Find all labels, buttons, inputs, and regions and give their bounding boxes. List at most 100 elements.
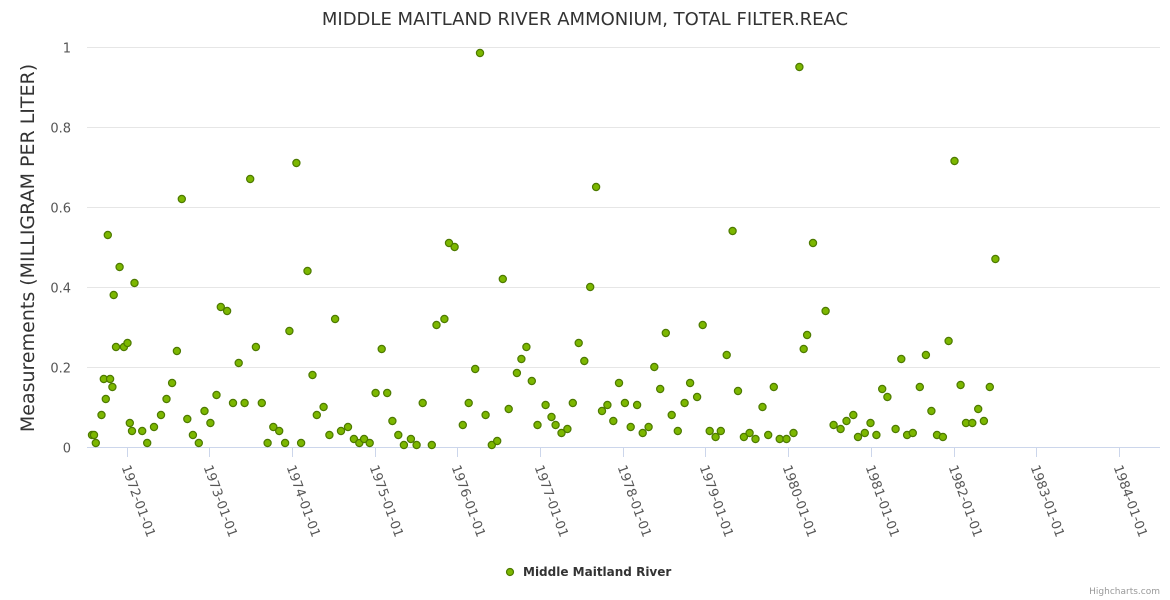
- data-point[interactable]: [512, 368, 522, 378]
- data-point[interactable]: [609, 416, 618, 426]
- data-point[interactable]: [504, 404, 513, 414]
- data-point[interactable]: [137, 426, 147, 436]
- data-point[interactable]: [728, 226, 737, 236]
- data-point[interactable]: [680, 398, 689, 408]
- data-point[interactable]: [950, 156, 959, 166]
- credits-link[interactable]: Highcharts.com: [1089, 587, 1160, 597]
- data-point[interactable]: [842, 416, 851, 426]
- data-point[interactable]: [263, 438, 272, 448]
- data-point[interactable]: [782, 434, 791, 444]
- data-point[interactable]: [493, 436, 502, 446]
- data-point[interactable]: [371, 388, 380, 398]
- data-point[interactable]: [234, 358, 243, 368]
- data-point[interactable]: [308, 370, 317, 380]
- data-point[interactable]: [522, 342, 531, 352]
- data-point[interactable]: [388, 416, 397, 426]
- data-point[interactable]: [450, 242, 459, 252]
- data-point[interactable]: [105, 374, 115, 384]
- data-point[interactable]: [200, 406, 209, 416]
- data-point[interactable]: [849, 410, 858, 420]
- data-point[interactable]: [206, 418, 215, 428]
- data-point[interactable]: [228, 398, 238, 408]
- data-point[interactable]: [872, 430, 881, 440]
- data-point[interactable]: [142, 438, 152, 448]
- data-point[interactable]: [650, 362, 659, 372]
- data-point[interactable]: [667, 410, 676, 420]
- data-point[interactable]: [222, 306, 232, 316]
- data-point[interactable]: [557, 428, 566, 438]
- data-point[interactable]: [878, 384, 887, 394]
- data-point[interactable]: [626, 422, 635, 432]
- data-point[interactable]: [808, 238, 818, 248]
- data-point[interactable]: [399, 440, 409, 450]
- data-point[interactable]: [580, 356, 589, 366]
- data-point[interactable]: [406, 434, 416, 444]
- data-point[interactable]: [891, 424, 900, 434]
- data-point[interactable]: [656, 384, 665, 394]
- data-point[interactable]: [769, 382, 779, 392]
- data-point[interactable]: [568, 398, 578, 408]
- data-point[interactable]: [212, 390, 221, 400]
- data-point[interactable]: [330, 314, 340, 324]
- data-point[interactable]: [692, 392, 702, 402]
- data-point[interactable]: [101, 394, 111, 404]
- data-point[interactable]: [614, 378, 624, 388]
- data-point[interactable]: [444, 238, 454, 248]
- data-point[interactable]: [739, 432, 749, 442]
- data-point[interactable]: [574, 338, 583, 348]
- data-point[interactable]: [97, 410, 106, 420]
- data-point[interactable]: [883, 392, 892, 402]
- data-point[interactable]: [968, 418, 977, 428]
- legend-label[interactable]: Middle Maitland River: [523, 565, 671, 579]
- data-point[interactable]: [296, 438, 306, 448]
- data-point[interactable]: [802, 330, 812, 340]
- data-point[interactable]: [751, 434, 760, 444]
- data-point[interactable]: [775, 434, 784, 444]
- data-point[interactable]: [156, 410, 166, 420]
- data-point[interactable]: [194, 438, 203, 448]
- data-point[interactable]: [325, 430, 334, 440]
- data-point[interactable]: [427, 440, 436, 450]
- data-point[interactable]: [127, 426, 137, 436]
- data-point[interactable]: [343, 422, 353, 432]
- data-point[interactable]: [319, 402, 328, 412]
- data-point[interactable]: [541, 400, 550, 410]
- data-point[interactable]: [661, 328, 671, 338]
- data-point[interactable]: [167, 378, 177, 388]
- data-point[interactable]: [795, 62, 804, 72]
- data-point[interactable]: [632, 400, 642, 410]
- data-point[interactable]: [216, 302, 225, 312]
- data-point[interactable]: [597, 406, 607, 416]
- data-point[interactable]: [269, 422, 278, 432]
- data-point[interactable]: [603, 400, 612, 410]
- data-point[interactable]: [149, 422, 159, 432]
- data-point[interactable]: [836, 424, 845, 434]
- data-point[interactable]: [638, 428, 647, 438]
- legend-marker[interactable]: [505, 567, 515, 577]
- data-point[interactable]: [547, 412, 556, 422]
- data-point[interactable]: [716, 426, 726, 436]
- data-point[interactable]: [383, 388, 392, 398]
- data-point[interactable]: [432, 320, 441, 330]
- data-point[interactable]: [183, 414, 192, 424]
- data-point[interactable]: [705, 426, 714, 436]
- data-point[interactable]: [336, 426, 346, 436]
- data-point[interactable]: [821, 306, 830, 316]
- data-point[interactable]: [109, 290, 118, 300]
- data-point[interactable]: [487, 440, 496, 450]
- data-point[interactable]: [481, 410, 490, 420]
- data-point[interactable]: [240, 398, 249, 408]
- data-point[interactable]: [711, 432, 720, 442]
- data-point[interactable]: [908, 428, 918, 438]
- data-point[interactable]: [789, 428, 798, 438]
- data-point[interactable]: [764, 430, 773, 440]
- data-point[interactable]: [853, 432, 863, 442]
- data-point[interactable]: [188, 430, 198, 440]
- data-point[interactable]: [938, 432, 948, 442]
- data-point[interactable]: [921, 350, 931, 360]
- data-point[interactable]: [563, 424, 572, 434]
- data-point[interactable]: [698, 320, 707, 330]
- data-point[interactable]: [108, 382, 117, 392]
- data-point[interactable]: [799, 344, 808, 354]
- data-point[interactable]: [979, 416, 989, 426]
